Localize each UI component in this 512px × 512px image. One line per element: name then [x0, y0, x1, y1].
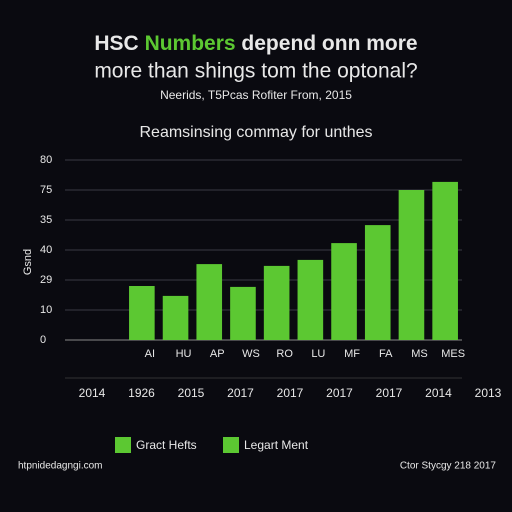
- bar: [432, 181, 458, 340]
- x-tick-label: RO: [276, 348, 293, 360]
- y-tick-label: 35: [40, 214, 52, 226]
- footer-left: htpnidedagngi.com: [18, 461, 103, 472]
- y-tick-label: 80: [40, 154, 52, 166]
- chart-subtitle: Reamsinsing commay for unthes: [140, 124, 373, 141]
- footer-right: Ctor Stycgy 218 2017: [400, 461, 497, 472]
- x-tick-label: HU: [176, 348, 192, 360]
- x-tick-label: LU: [311, 348, 325, 360]
- year-label: 2013: [475, 386, 502, 400]
- title-part: depend onn more: [236, 32, 418, 55]
- x-tick-label: MES: [441, 348, 465, 360]
- legend-label: Legart Ment: [244, 438, 309, 452]
- year-label: 2017: [326, 386, 353, 400]
- x-tick-label: FA: [379, 348, 393, 360]
- year-label: 2014: [425, 386, 452, 400]
- legend-swatch: [223, 437, 239, 453]
- bar: [263, 265, 290, 340]
- y-tick-label: 29: [40, 274, 52, 286]
- y-axis-label: Gsnd: [22, 249, 34, 275]
- legend-swatch: [115, 437, 131, 453]
- bar: [398, 190, 425, 340]
- chart-title: HSC Numbers depend onn more: [94, 32, 417, 55]
- year-label: 1926: [128, 386, 155, 400]
- x-tick-label: AI: [145, 348, 155, 360]
- year-label: 2017: [227, 386, 254, 400]
- bar: [129, 286, 155, 340]
- title-part: HSC: [94, 32, 144, 55]
- bar: [297, 259, 324, 340]
- subtitle: Neerids, T5Pcas Rofiter From, 2015: [160, 88, 352, 102]
- year-label: 2014: [79, 386, 106, 400]
- title-part: Numbers: [145, 32, 236, 55]
- bar: [230, 286, 256, 340]
- legend-label: Gract Hefts: [136, 438, 197, 452]
- y-tick-label: 40: [40, 244, 52, 256]
- bar: [196, 264, 223, 340]
- bar: [331, 243, 357, 340]
- x-tick-label: WS: [242, 348, 260, 360]
- x-tick-label: MS: [411, 348, 428, 360]
- x-tick-label: AP: [210, 348, 225, 360]
- bar: [162, 295, 189, 340]
- chart-title-line2: more than shings tom the optonal?: [94, 60, 417, 83]
- year-label: 2017: [376, 386, 403, 400]
- y-tick-label: 75: [40, 184, 52, 196]
- x-tick-label: MF: [344, 348, 360, 360]
- year-label: 2017: [277, 386, 304, 400]
- y-tick-label: 10: [40, 304, 52, 316]
- y-tick-label: 0: [40, 334, 46, 346]
- bar: [364, 225, 391, 340]
- year-label: 2015: [178, 386, 205, 400]
